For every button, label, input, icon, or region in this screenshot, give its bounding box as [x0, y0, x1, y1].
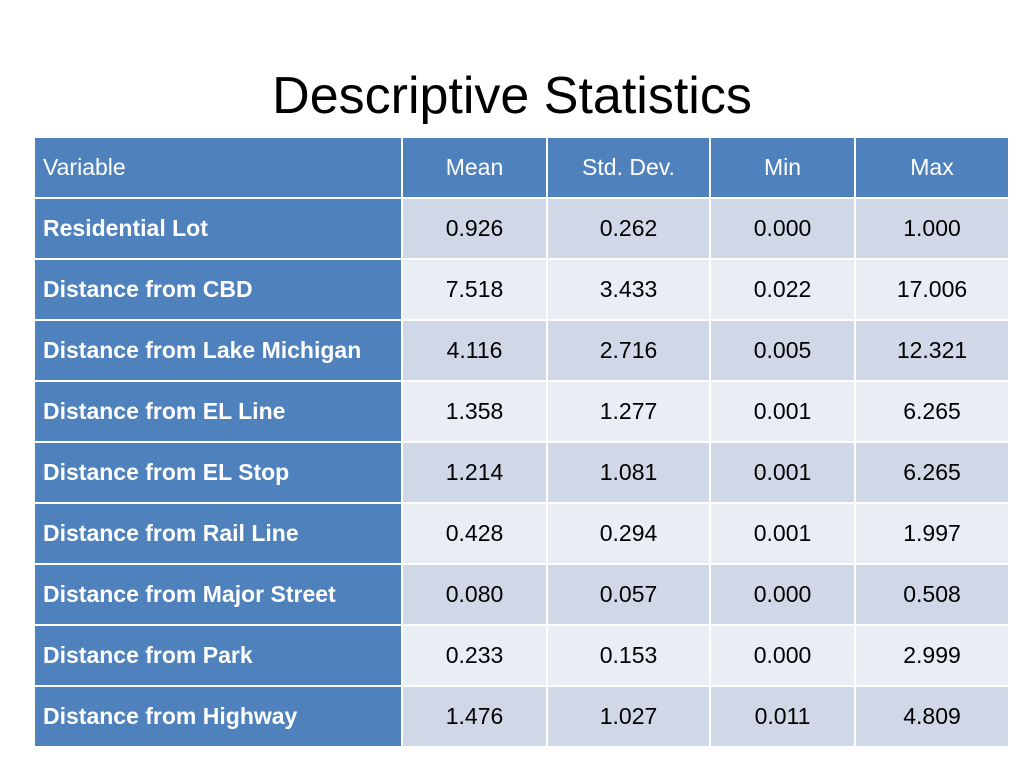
descriptive-statistics-table: Variable Mean Std. Dev. Min Max Resident… — [33, 136, 1010, 748]
cell-min: 0.000 — [711, 199, 854, 258]
table-row: Residential Lot 0.926 0.262 0.000 1.000 — [35, 199, 1008, 258]
table-header-row: Variable Mean Std. Dev. Min Max — [35, 138, 1008, 197]
table-row: Distance from Lake Michigan 4.116 2.716 … — [35, 321, 1008, 380]
cell-std-dev: 1.277 — [548, 382, 709, 441]
column-header-std-dev: Std. Dev. — [548, 138, 709, 197]
cell-max: 0.508 — [856, 565, 1008, 624]
cell-min: 0.022 — [711, 260, 854, 319]
cell-min: 0.000 — [711, 565, 854, 624]
cell-mean: 0.926 — [403, 199, 546, 258]
cell-min: 0.001 — [711, 443, 854, 502]
cell-std-dev: 0.057 — [548, 565, 709, 624]
row-label: Distance from Highway — [35, 687, 401, 746]
cell-max: 1.000 — [856, 199, 1008, 258]
table-row: Distance from Rail Line 0.428 0.294 0.00… — [35, 504, 1008, 563]
cell-max: 2.999 — [856, 626, 1008, 685]
cell-std-dev: 0.294 — [548, 504, 709, 563]
cell-min: 0.001 — [711, 504, 854, 563]
row-label: Distance from Major Street — [35, 565, 401, 624]
cell-mean: 1.214 — [403, 443, 546, 502]
cell-mean: 4.116 — [403, 321, 546, 380]
cell-std-dev: 2.716 — [548, 321, 709, 380]
column-header-max: Max — [856, 138, 1008, 197]
table-row: Distance from EL Stop 1.214 1.081 0.001 … — [35, 443, 1008, 502]
row-label: Residential Lot — [35, 199, 401, 258]
row-label: Distance from CBD — [35, 260, 401, 319]
row-label: Distance from Lake Michigan — [35, 321, 401, 380]
cell-min: 0.011 — [711, 687, 854, 746]
cell-mean: 7.518 — [403, 260, 546, 319]
table-row: Distance from Major Street 0.080 0.057 0… — [35, 565, 1008, 624]
cell-mean: 1.476 — [403, 687, 546, 746]
cell-max: 6.265 — [856, 443, 1008, 502]
row-label: Distance from Rail Line — [35, 504, 401, 563]
cell-min: 0.000 — [711, 626, 854, 685]
cell-mean: 0.428 — [403, 504, 546, 563]
cell-mean: 1.358 — [403, 382, 546, 441]
table-row: Distance from EL Line 1.358 1.277 0.001 … — [35, 382, 1008, 441]
column-header-variable: Variable — [35, 138, 401, 197]
cell-std-dev: 1.027 — [548, 687, 709, 746]
table-row: Distance from Park 0.233 0.153 0.000 2.9… — [35, 626, 1008, 685]
cell-min: 0.001 — [711, 382, 854, 441]
cell-std-dev: 0.262 — [548, 199, 709, 258]
cell-max: 6.265 — [856, 382, 1008, 441]
cell-mean: 0.080 — [403, 565, 546, 624]
cell-min: 0.005 — [711, 321, 854, 380]
cell-max: 1.997 — [856, 504, 1008, 563]
cell-max: 17.006 — [856, 260, 1008, 319]
cell-max: 12.321 — [856, 321, 1008, 380]
cell-std-dev: 0.153 — [548, 626, 709, 685]
column-header-min: Min — [711, 138, 854, 197]
cell-std-dev: 1.081 — [548, 443, 709, 502]
table-row: Distance from CBD 7.518 3.433 0.022 17.0… — [35, 260, 1008, 319]
row-label: Distance from Park — [35, 626, 401, 685]
table-row: Distance from Highway 1.476 1.027 0.011 … — [35, 687, 1008, 746]
row-label: Distance from EL Stop — [35, 443, 401, 502]
slide-title: Descriptive Statistics — [272, 67, 752, 125]
cell-std-dev: 3.433 — [548, 260, 709, 319]
cell-mean: 0.233 — [403, 626, 546, 685]
cell-max: 4.809 — [856, 687, 1008, 746]
column-header-mean: Mean — [403, 138, 546, 197]
row-label: Distance from EL Line — [35, 382, 401, 441]
